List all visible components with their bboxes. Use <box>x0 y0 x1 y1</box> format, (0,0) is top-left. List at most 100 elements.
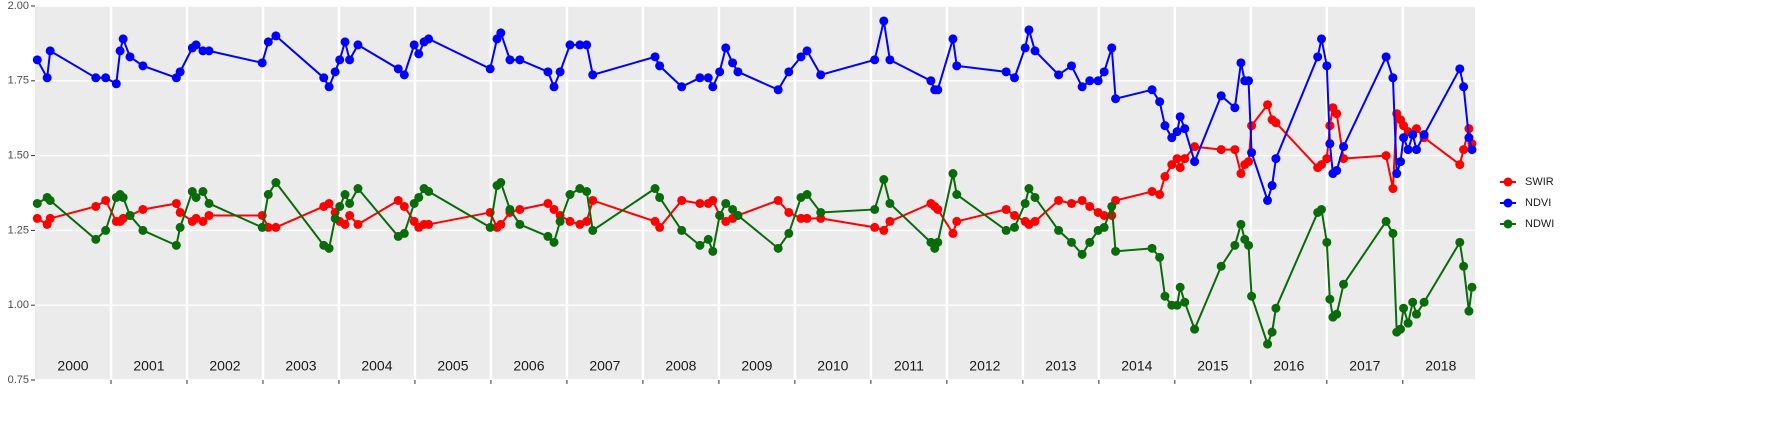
y-tick-label: 2.00 <box>8 0 29 12</box>
data-point <box>1111 94 1121 104</box>
data-point <box>879 16 889 26</box>
data-point <box>870 55 880 65</box>
data-point <box>784 228 794 238</box>
data-point <box>271 222 281 232</box>
year-label: 2009 <box>741 358 772 374</box>
data-point <box>1263 195 1273 205</box>
data-point <box>1459 82 1469 92</box>
data-point <box>424 187 434 197</box>
data-point <box>1464 133 1474 143</box>
data-point <box>393 195 403 205</box>
data-point <box>32 198 42 208</box>
data-point <box>485 222 495 232</box>
data-point <box>485 64 495 74</box>
data-point <box>414 49 424 59</box>
data-point <box>42 73 52 83</box>
data-point <box>650 184 660 194</box>
data-point <box>1244 76 1254 86</box>
data-point <box>733 67 743 77</box>
data-point <box>1381 216 1391 226</box>
data-point <box>1077 195 1087 205</box>
data-point <box>1464 306 1474 316</box>
data-point <box>885 198 895 208</box>
data-point <box>257 222 267 232</box>
data-point <box>1066 237 1076 247</box>
data-point <box>101 225 111 235</box>
data-point <box>345 210 355 220</box>
data-point <box>1236 219 1246 229</box>
data-point <box>1455 237 1465 247</box>
data-point <box>1244 240 1254 250</box>
data-point <box>496 219 506 229</box>
data-point <box>1419 297 1429 307</box>
year-label: 2008 <box>665 358 696 374</box>
year-label: 2000 <box>57 358 88 374</box>
data-point <box>1455 64 1465 74</box>
data-point <box>1325 139 1335 149</box>
data-point <box>263 189 273 199</box>
data-point <box>1332 309 1342 319</box>
data-point <box>191 192 201 202</box>
year-label: 2004 <box>361 358 392 374</box>
data-point <box>414 192 424 202</box>
data-point <box>1230 103 1240 113</box>
data-point <box>324 243 334 253</box>
data-point <box>204 198 214 208</box>
data-point <box>1313 52 1323 62</box>
data-point <box>1172 154 1182 164</box>
data-point <box>650 52 660 62</box>
data-point <box>1317 160 1327 170</box>
data-point <box>879 225 889 235</box>
data-point <box>1263 100 1273 110</box>
data-point <box>870 222 880 232</box>
year-label: 2001 <box>133 358 164 374</box>
data-point <box>703 73 713 83</box>
data-point <box>45 195 55 205</box>
data-point <box>399 201 409 211</box>
data-point <box>1388 184 1398 194</box>
data-point <box>424 34 434 44</box>
data-point <box>1111 246 1121 256</box>
data-point <box>1396 324 1406 334</box>
data-point <box>1271 303 1281 313</box>
year-label: 2007 <box>589 358 620 374</box>
data-point <box>879 175 889 185</box>
data-point <box>505 55 515 65</box>
data-point <box>784 207 794 217</box>
data-point <box>1325 294 1335 304</box>
data-point <box>1339 142 1349 152</box>
data-point <box>1247 291 1257 301</box>
data-point <box>773 243 783 253</box>
data-point <box>933 85 943 95</box>
data-point <box>1244 157 1254 167</box>
data-point <box>816 70 826 80</box>
data-point <box>1381 52 1391 62</box>
data-point <box>1263 339 1273 349</box>
data-point <box>1001 67 1011 77</box>
data-point <box>802 213 812 223</box>
data-point <box>1403 145 1413 155</box>
data-point <box>948 34 958 44</box>
data-point <box>952 189 962 199</box>
data-point <box>1155 97 1165 107</box>
data-point <box>1408 130 1418 140</box>
data-point <box>257 58 267 68</box>
data-point <box>549 237 559 247</box>
data-point <box>515 55 525 65</box>
data-point <box>952 216 962 226</box>
data-point <box>175 207 185 217</box>
data-point <box>1396 157 1406 167</box>
data-point <box>715 67 725 77</box>
data-point <box>885 216 895 226</box>
data-point <box>773 85 783 95</box>
data-point <box>353 184 363 194</box>
data-point <box>1010 210 1020 220</box>
data-point <box>1030 216 1040 226</box>
data-point <box>138 61 148 71</box>
data-point <box>708 195 718 205</box>
data-point <box>555 67 565 77</box>
y-tick-label: 0.75 <box>8 374 29 386</box>
y-tick-label: 1.25 <box>8 224 29 236</box>
data-point <box>543 198 553 208</box>
data-point <box>353 219 363 229</box>
